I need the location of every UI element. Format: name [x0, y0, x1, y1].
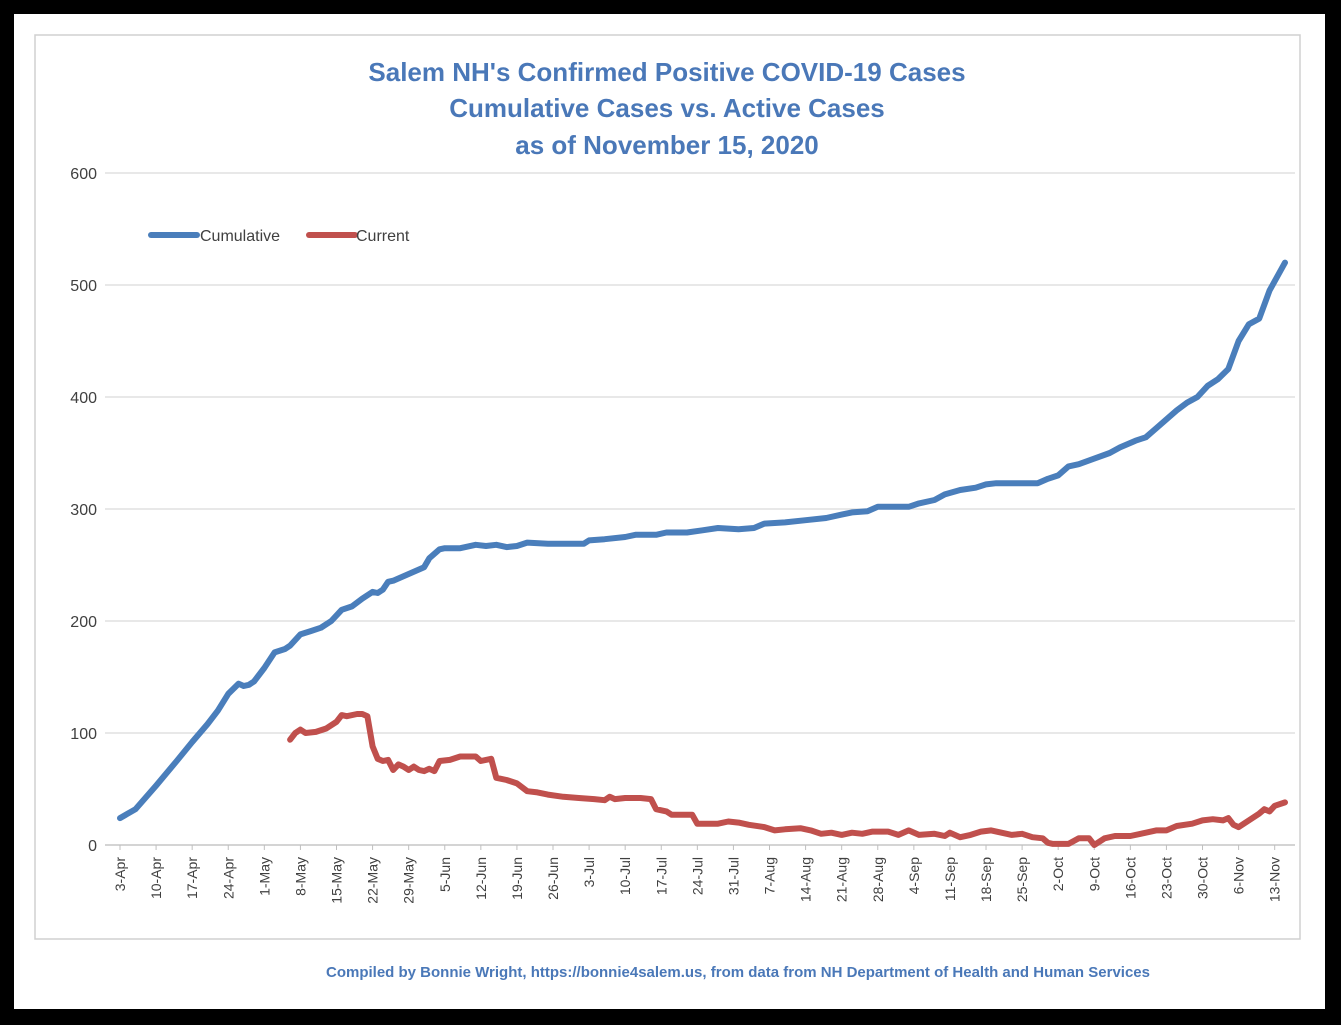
x-tick-label: 23-Oct — [1158, 857, 1174, 899]
chart-title-line-1: Salem NH's Confirmed Positive COVID-19 C… — [368, 57, 965, 87]
series-line-current — [287, 711, 1288, 848]
x-tick-label: 13-Nov — [1267, 857, 1283, 902]
y-tick-label: 100 — [70, 726, 97, 743]
chart-title: Salem NH's Confirmed Positive COVID-19 C… — [368, 57, 965, 160]
legend-label-cumulative: Cumulative — [200, 228, 280, 245]
y-tick-label: 200 — [70, 614, 97, 631]
y-tick-label: 600 — [70, 166, 97, 183]
chart-title-line-2: Cumulative Cases vs. Active Cases — [449, 93, 885, 123]
gridlines — [105, 172, 1295, 846]
x-tick-label: 3-Apr — [112, 857, 128, 892]
x-tick-label: 4-Sep — [906, 857, 922, 895]
chart: Salem NH's Confirmed Positive COVID-19 C… — [34, 34, 1301, 981]
x-tick-label: 10-Apr — [148, 857, 164, 899]
x-tick-label: 14-Aug — [798, 857, 814, 902]
y-tick-label: 500 — [70, 278, 97, 295]
x-tick-label: 16-Oct — [1122, 857, 1138, 899]
x-tick-label: 11-Sep — [942, 857, 958, 901]
x-tick-label: 19-Jun — [509, 857, 525, 900]
x-tick-label: 1-May — [256, 857, 272, 896]
x-tick-label: 7-Aug — [762, 857, 778, 894]
y-tick-label: 400 — [70, 390, 97, 407]
x-tick-label: 29-May — [401, 857, 417, 904]
x-tick-label: 30-Oct — [1195, 857, 1211, 899]
x-tick-label: 17-Jul — [653, 857, 669, 895]
x-tick-label: 25-Sep — [1014, 857, 1030, 902]
chart-outer-border — [34, 34, 1301, 940]
x-tick-label: 21-Aug — [834, 857, 850, 902]
x-tick-label: 31-Jul — [725, 857, 741, 895]
x-tick-label: 26-Jun — [545, 857, 561, 900]
x-axis-ticks: 3-Apr 10-Apr 17-Apr 24-Apr 1-May 8-May 15-May 2… — [112, 845, 1283, 904]
x-tick-label: 24-Apr — [220, 857, 236, 899]
chart-title-line-3: as of November 15, 2020 — [515, 130, 819, 160]
x-tick-label: 18-Sep — [978, 857, 994, 902]
legend: Cumulative Current — [148, 228, 410, 245]
x-tick-label: 5-Jun — [437, 857, 453, 892]
chart-credit: Compiled by Bonnie Wright, https://bonni… — [326, 964, 1150, 981]
x-tick-label: 12-Jun — [473, 857, 489, 900]
x-tick-label: 8-May — [292, 857, 308, 896]
x-tick-label: 24-Jul — [689, 857, 705, 895]
x-tick-label: 15-May — [329, 857, 345, 904]
series-line-cumulative — [117, 259, 1288, 822]
chart-card: Salem NH's Confirmed Positive COVID-19 C… — [14, 14, 1325, 1009]
x-tick-label: 6-Nov — [1231, 857, 1247, 894]
series-lines — [117, 259, 1288, 848]
x-tick-label: 2-Oct — [1050, 857, 1066, 891]
y-tick-label: 0 — [88, 838, 97, 855]
x-tick-label: 10-Jul — [617, 857, 633, 895]
x-tick-label: 22-May — [365, 857, 381, 904]
x-tick-label: 9-Oct — [1086, 857, 1102, 891]
x-tick-label: 17-Apr — [184, 857, 200, 899]
x-tick-label: 28-Aug — [870, 857, 886, 902]
legend-label-current: Current — [356, 228, 410, 245]
y-axis-ticks: 0 100 200 300 400 500 600 — [70, 166, 97, 855]
y-tick-label: 300 — [70, 502, 97, 519]
x-tick-label: 3-Jul — [581, 857, 597, 887]
